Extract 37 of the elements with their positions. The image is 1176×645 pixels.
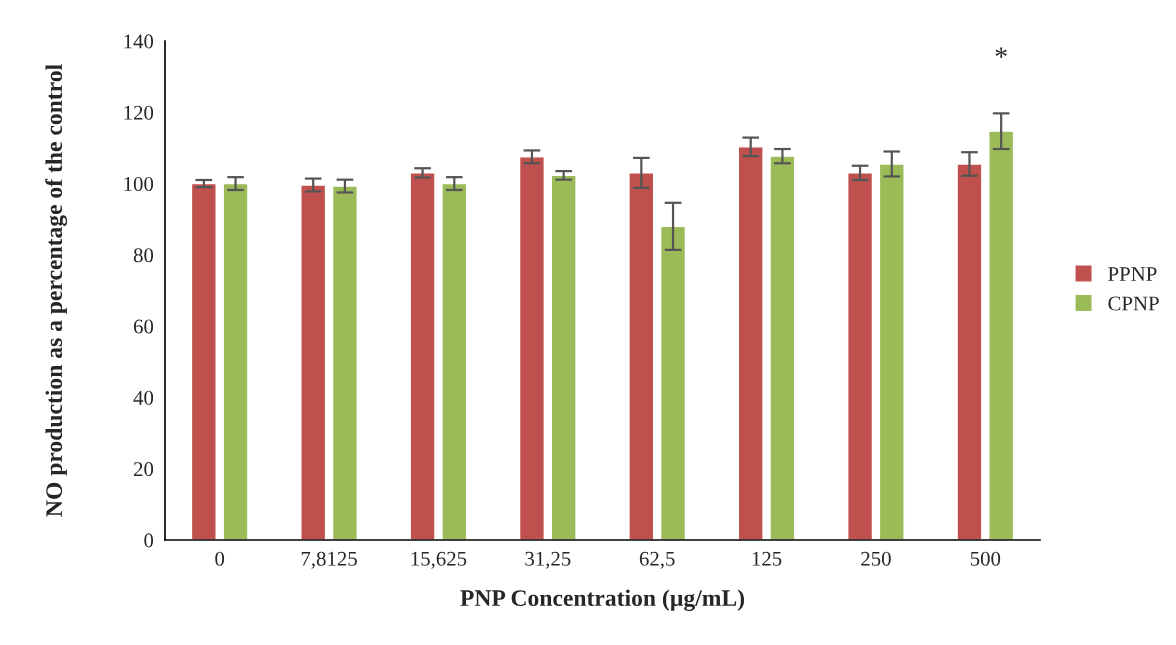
y-tick-label: 40	[133, 390, 154, 405]
x-tick-label: 500	[970, 551, 1001, 566]
y-tick-label: 80	[133, 248, 154, 263]
x-axis-title: PNP Concentration (µg/mL)	[460, 589, 745, 612]
y-tick-label: 60	[133, 319, 154, 334]
x-tick-label: 15,625	[411, 551, 467, 569]
bar	[550, 174, 577, 540]
x-tick-label: 31,25	[525, 551, 571, 569]
bar	[331, 185, 358, 540]
x-tick-label: 0	[215, 551, 225, 566]
x-tick-label: 125	[752, 551, 782, 566]
y-tick-label: 120	[124, 105, 154, 120]
bar	[300, 184, 327, 540]
bar	[769, 155, 796, 540]
bar	[190, 182, 217, 540]
bar	[659, 225, 687, 540]
annotation: *	[995, 47, 1007, 58]
bar	[518, 156, 546, 540]
bar	[878, 163, 905, 540]
x-tick-label: 250	[861, 551, 891, 566]
x-tick-label: 7,8125	[301, 551, 357, 569]
bar	[409, 172, 436, 540]
bar	[628, 172, 655, 540]
legend-label: PPNP	[1108, 267, 1157, 281]
bar	[956, 163, 983, 540]
bar	[441, 182, 468, 540]
legend-label: CPNP	[1108, 296, 1159, 311]
bar	[988, 130, 1015, 540]
bar	[737, 146, 764, 540]
y-tick-label: 0	[144, 533, 154, 548]
bar	[847, 172, 874, 540]
y-tick-label: 140	[124, 34, 154, 49]
y-tick-label: 100	[124, 176, 154, 191]
y-tick-label: 20	[133, 462, 154, 477]
y-axis-title: NO production as a percentage of the control	[45, 64, 68, 517]
bar	[222, 182, 249, 540]
x-tick-label: 62,5	[639, 551, 675, 569]
